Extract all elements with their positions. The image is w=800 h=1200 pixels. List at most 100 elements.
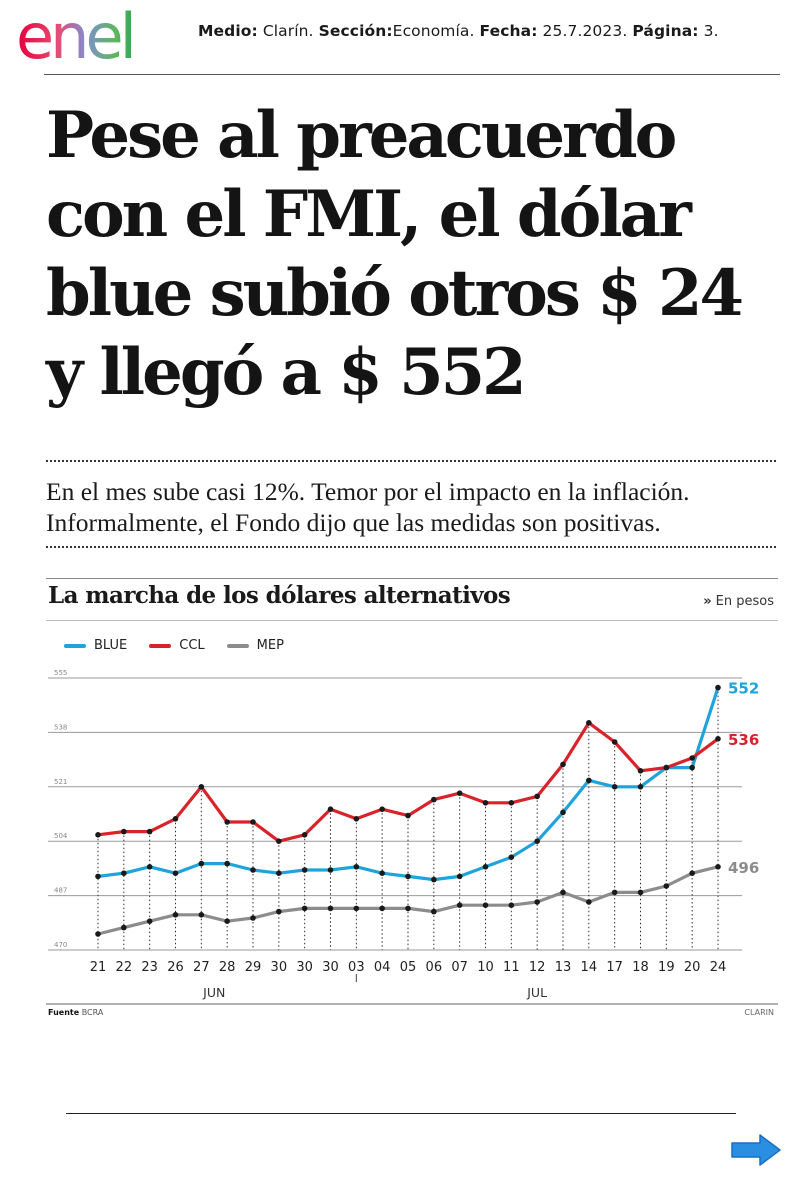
chart-container: La marcha de los dólares alternativos » E… — [46, 578, 778, 1020]
x-tick-label: 11 — [503, 960, 520, 975]
data-point-mep — [508, 902, 515, 908]
x-tick-label: 28 — [219, 960, 236, 975]
data-point-mep — [198, 912, 205, 918]
chart-credit: CLARIN — [744, 1008, 774, 1017]
data-point-blue — [508, 854, 515, 860]
data-point-blue — [172, 870, 179, 876]
data-point-ccl — [379, 806, 385, 812]
x-tick-label: 07 — [451, 960, 468, 975]
data-point-blue — [715, 684, 721, 691]
fecha-label: Fecha: — [479, 22, 538, 40]
data-point-ccl — [353, 816, 360, 822]
x-tick-label: 12 — [529, 960, 546, 975]
article-headline: Pese al preacuerdo con el FMI, el dólar … — [46, 98, 744, 410]
data-point-ccl — [560, 761, 566, 768]
legend-item-mep: MEP — [226, 638, 284, 653]
data-point-ccl — [611, 739, 618, 745]
data-point-mep — [250, 915, 256, 921]
data-point-mep — [611, 889, 618, 896]
x-tick-label: 18 — [632, 960, 649, 975]
data-point-ccl — [146, 828, 153, 835]
chart-top-divider — [46, 578, 778, 579]
month-label: JUN — [202, 985, 225, 1000]
data-point-mep — [327, 905, 334, 912]
x-tick-label: 03 — [348, 960, 365, 975]
data-point-ccl — [508, 800, 515, 806]
data-point-mep — [663, 883, 670, 889]
data-point-mep — [482, 902, 489, 908]
data-point-blue — [224, 860, 230, 867]
svg-text:enel: enel — [16, 4, 133, 68]
chart-legend: BLUE CCL MEP — [64, 638, 284, 653]
x-tick-label: 13 — [555, 960, 572, 975]
x-tick-label: 19 — [658, 960, 675, 975]
data-point-mep — [405, 905, 411, 912]
data-point-ccl — [95, 832, 101, 838]
legend-item-ccl: CCL — [149, 638, 205, 653]
subhead-line-2: Informalmente, el Fondo dijo que las med… — [46, 508, 661, 537]
data-point-blue — [534, 838, 540, 844]
data-point-mep — [301, 905, 308, 912]
chart-title-divider — [46, 620, 778, 621]
x-tick-label: 30 — [296, 960, 313, 975]
x-tick-label: 05 — [400, 960, 417, 975]
data-point-blue — [456, 873, 463, 880]
x-tick-label: 23 — [141, 960, 158, 975]
source-value: BCRA — [81, 1008, 104, 1017]
data-point-blue — [95, 873, 101, 880]
x-tick-label: 04 — [374, 960, 391, 975]
x-tick-label: 29 — [245, 960, 262, 975]
y-tick-label: 487 — [54, 887, 67, 895]
data-point-blue — [379, 870, 385, 876]
end-label-ccl: 536 — [728, 731, 759, 749]
data-point-ccl — [715, 736, 721, 742]
data-point-ccl — [456, 790, 463, 796]
end-label-mep: 496 — [728, 859, 759, 877]
data-point-mep — [689, 870, 695, 876]
data-point-blue — [198, 860, 205, 867]
page-bottom-divider — [66, 1113, 736, 1114]
data-point-ccl — [301, 832, 308, 838]
seccion-value: Economía. — [392, 22, 475, 40]
x-tick-label: 22 — [116, 960, 133, 975]
data-point-blue — [405, 873, 411, 880]
seccion-label: Sección: — [318, 22, 393, 40]
data-point-ccl — [534, 793, 540, 800]
data-point-ccl — [663, 764, 670, 771]
article-subhead: En el mes sube casi 12%. Temor por el im… — [46, 476, 786, 538]
data-point-mep — [560, 889, 566, 896]
x-tick-label: 20 — [684, 960, 701, 975]
x-tick-label: 14 — [581, 960, 598, 975]
data-point-ccl — [172, 816, 179, 822]
data-point-blue — [637, 784, 644, 790]
data-point-mep — [534, 899, 540, 905]
x-tick-label: 30 — [322, 960, 339, 975]
data-point-mep — [121, 924, 127, 931]
data-point-ccl — [276, 838, 282, 844]
units-chevron-icon: » — [703, 594, 712, 609]
data-point-ccl — [431, 796, 437, 803]
data-point-blue — [560, 809, 566, 816]
legend-label-mep: MEP — [256, 638, 284, 653]
data-point-ccl — [224, 819, 230, 825]
data-point-mep — [456, 902, 463, 908]
medio-value: Clarín. — [262, 22, 314, 40]
chart-title: La marcha de los dólares alternativos — [48, 582, 511, 609]
data-point-mep — [379, 905, 385, 912]
legend-item-blue: BLUE — [64, 638, 127, 653]
data-point-mep — [146, 918, 153, 924]
subhead-bottom-divider — [46, 546, 776, 548]
data-point-blue — [586, 777, 592, 784]
end-label-blue: 552 — [728, 680, 759, 698]
next-page-arrow-icon[interactable] — [730, 1133, 782, 1167]
source-label: Fuente — [48, 1008, 80, 1017]
medio-label: Medio: — [198, 22, 258, 40]
data-point-mep — [95, 931, 101, 937]
units-label: En pesos — [715, 594, 774, 609]
document-header: enel Medio: Clarín. Sección:Economía. Fe… — [0, 0, 800, 76]
pagina-value: 3. — [703, 22, 719, 40]
pagina-label: Página: — [632, 22, 699, 40]
enel-logo: enel — [16, 4, 137, 68]
data-point-ccl — [250, 819, 256, 825]
series-line-ccl — [96, 721, 720, 843]
